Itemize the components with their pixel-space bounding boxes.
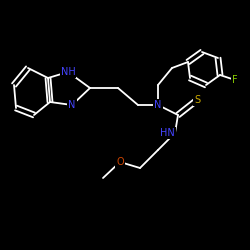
Text: S: S	[194, 95, 200, 105]
Text: N: N	[154, 100, 162, 110]
Text: O: O	[116, 157, 124, 167]
Text: N: N	[68, 100, 76, 110]
Text: NH: NH	[60, 67, 76, 77]
Text: F: F	[232, 75, 238, 85]
Text: HN: HN	[160, 128, 175, 138]
